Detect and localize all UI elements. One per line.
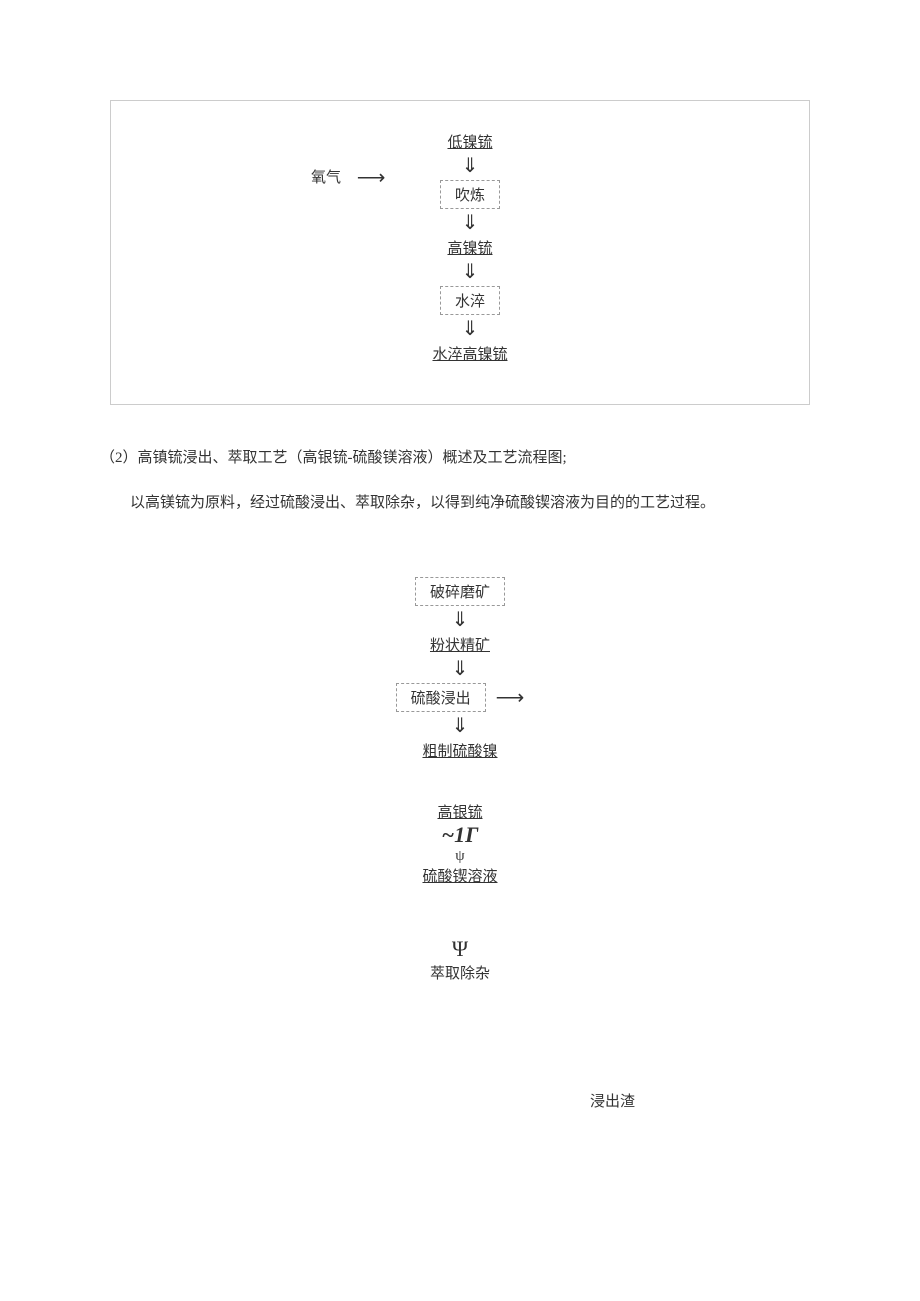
leach-residue-label: 浸出渣 — [590, 1090, 635, 1111]
diagram1-node-4: 水淬 — [440, 286, 500, 315]
fragment-f5: Ψ — [400, 936, 520, 962]
diagram1-flow-column: 低镍锍 ⇓ 吹炼 ⇓ 高镍锍 ⇓ 水淬 ⇓ 水淬高镍锍 — [151, 131, 789, 364]
diagram2-node-3: 硫酸浸出 — [396, 683, 486, 712]
arrow-down-icon: ⇓ — [452, 659, 469, 679]
diagram2-node-1: 破碎磨矿 — [415, 577, 505, 606]
diagram2-node-4: 粗制硫酸镍 — [422, 740, 497, 761]
fragment-f1: 高银锍 — [390, 801, 530, 822]
arrow-down-icon: ⇓ — [462, 319, 479, 339]
fragment-f4: 硫酸锲溶液 — [390, 865, 530, 886]
arrow-down-icon: ⇓ — [462, 213, 479, 233]
fragment-block-1: 高银锍 ~1Γ ψ 硫酸锲溶液 — [390, 801, 530, 886]
arrow-right-icon: ⟶ — [357, 167, 386, 189]
page-root: 氧气 ⟶ 低镍锍 ⇓ 吹炼 ⇓ 高镍锍 ⇓ 水淬 ⇓ 水淬高镍锍 （2）高镇锍浸… — [0, 0, 920, 1023]
diagram2-flow-column: 破碎磨矿 ⇓ 粉状精矿 ⇓ 硫酸浸出 ⟶ ⇓ 粗制硫酸镍 — [350, 577, 570, 761]
arrow-down-icon: ⇓ — [462, 156, 479, 176]
oxygen-label: 氧气 — [311, 170, 341, 186]
diagram1-node-1: 低镍锍 — [447, 131, 492, 152]
diagram2-node-2: 粉状精矿 — [430, 634, 490, 655]
fragment-f3: ψ — [390, 848, 530, 865]
section2-body: 以高镁锍为原料，经过硫酸浸出、萃取除杂，以得到纯净硫酸锲溶液为目的的工艺过程。 — [100, 490, 820, 517]
section2-title: （2）高镇锍浸出、萃取工艺（高银锍-硫酸镁溶液）概述及工艺流程图; — [100, 445, 820, 472]
diagram1-node-2: 吹炼 — [440, 180, 500, 209]
diagram-1-container: 氧气 ⟶ 低镍锍 ⇓ 吹炼 ⇓ 高镍锍 ⇓ 水淬 ⇓ 水淬高镍锍 — [110, 100, 810, 405]
diagram-2-container: 破碎磨矿 ⇓ 粉状精矿 ⇓ 硫酸浸出 ⟶ ⇓ 粗制硫酸镍 — [350, 577, 570, 761]
arrow-down-icon: ⇓ — [452, 610, 469, 630]
arrow-down-icon: ⇓ — [452, 716, 469, 736]
diagram1-node-3: 高镍锍 — [447, 237, 492, 258]
fragment-f6: 萃取除杂 — [400, 962, 520, 983]
fragment-f2: ~1Γ — [390, 822, 530, 848]
arrow-right-icon: ⟶ — [496, 685, 525, 710]
diagram1-node-5: 水淬高镍锍 — [432, 343, 507, 364]
arrow-down-icon: ⇓ — [462, 262, 479, 282]
diagram1-side-input: 氧气 ⟶ — [311, 163, 385, 188]
fragment-block-2: Ψ 萃取除杂 — [400, 936, 520, 983]
